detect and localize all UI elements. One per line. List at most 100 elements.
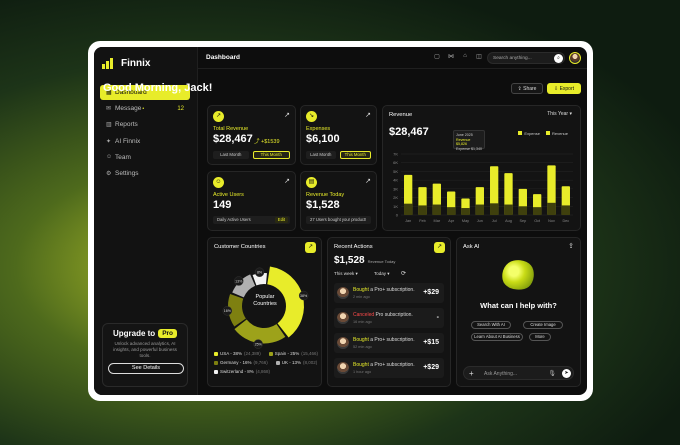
list-item[interactable]: Bought a Pro+ subscription. 1 hour ago +… xyxy=(334,358,444,378)
expense-bar xyxy=(447,207,456,215)
tab-this-month[interactable]: This Month xyxy=(252,151,290,159)
home-icon[interactable]: ⌂ xyxy=(463,53,467,59)
legend-expense: Expense xyxy=(518,131,540,136)
chip-create-image[interactable]: Create Image xyxy=(523,321,563,329)
mail-icon: ✉ xyxy=(106,106,112,113)
customer-countries-card: Customer Countries ↗ 38% 25% 16% 13% 8% Popu… xyxy=(207,237,322,387)
tab-last-month[interactable]: Last Month xyxy=(306,151,336,159)
ask-ai-title: Ask AI xyxy=(463,244,480,250)
avatar[interactable] xyxy=(569,52,581,64)
sidebar-item-settings[interactable]: ⚙ Settings xyxy=(100,166,190,181)
action-text: Bought a Pro+ subscription. xyxy=(353,362,415,368)
action-time: 2 min ago xyxy=(353,295,370,299)
sidebar-item-dashboard[interactable]: ▦ Dashboard xyxy=(100,85,190,100)
recent-actions-title: Recent Actions xyxy=(334,244,373,250)
kpi-value: $6,100 xyxy=(306,133,340,145)
notification-icon[interactable]: ◫ xyxy=(476,54,482,60)
avatar xyxy=(337,337,349,349)
list-item[interactable]: Bought a Pro+ subscription. 52 min ago +… xyxy=(334,333,444,353)
export-icon[interactable]: ⇪ xyxy=(568,243,574,250)
plus-icon[interactable]: + xyxy=(469,369,474,378)
strip-label: 27 Users bought your product! xyxy=(310,217,367,222)
share-icon[interactable]: ⋈ xyxy=(448,54,454,60)
sidebar-item-reports[interactable]: ▥ Reports xyxy=(100,117,190,132)
chip-learn-about-ai-business[interactable]: Learn About AI Business xyxy=(471,333,523,341)
revenue-bar-chart: 7K 6K 5K 4K 3K 2K 1K 0 Jan Feb Mar Apr May Jun Jul Aug S… xyxy=(393,152,573,223)
kpi-value: $28,467 xyxy=(213,133,253,145)
upgrade-description: Unlock advanced analytics, AI insights, … xyxy=(113,341,177,358)
expand-arrow-icon[interactable]: ↗ xyxy=(434,242,445,253)
slice-percent-label: 8% xyxy=(257,271,263,275)
expense-bar xyxy=(561,205,570,215)
chart-icon: ▥ xyxy=(106,122,112,129)
action-text: Bought a Pro+ subscription. xyxy=(353,287,415,293)
kpi-period-tabs: Last Month This Month xyxy=(213,151,290,159)
slice-percent-label: 16% xyxy=(224,309,232,313)
trend-down-icon: ↘ xyxy=(306,111,317,122)
expand-arrow-icon[interactable]: ↗ xyxy=(365,178,371,185)
expand-arrow-icon[interactable]: ↗ xyxy=(284,178,290,185)
period-select[interactable]: This Year ▾ xyxy=(547,111,572,117)
export-button[interactable]: ⇩ Export xyxy=(547,83,581,94)
tooltip-month: June 2025 xyxy=(456,133,473,137)
y-tick-label: 3K xyxy=(393,186,398,191)
sidebar-item-ai-finnix[interactable]: ✦ AI Finnix xyxy=(100,134,190,149)
x-tick-label: Jul xyxy=(492,219,497,223)
expand-arrow-icon[interactable]: ↗ xyxy=(365,112,371,119)
search-placeholder: Search anything... xyxy=(493,55,532,61)
tab-this-month[interactable]: This Month xyxy=(339,151,371,159)
legend-spain: Spain - 25% (15,466) xyxy=(268,351,318,356)
revenue-bar xyxy=(490,166,499,215)
total-revenue-card: ↗ ↗ Total Revenue $28,467 ⤴ +$1539 Last … xyxy=(207,105,296,165)
brand[interactable]: Finnix xyxy=(102,57,150,69)
tab-last-month[interactable]: Last Month xyxy=(213,151,249,159)
list-item[interactable]: Bought a Pro+ subscription. 2 min ago +$… xyxy=(334,283,444,303)
action-amount: +$15 xyxy=(423,339,439,346)
brand-name: Finnix xyxy=(121,57,151,69)
filter-today[interactable]: Today ▾ xyxy=(374,271,390,276)
slice-percent-label: 25% xyxy=(255,342,263,346)
kpi-label: Expenses xyxy=(306,126,331,132)
sidebar-item-team[interactable]: ☺ Team xyxy=(100,150,190,165)
top-bar: Dashboard xyxy=(198,47,587,69)
expenses-card: ↘ ↗ Expenses $6,100 Last Month This Mont… xyxy=(300,105,377,165)
search-icon[interactable]: ⌕ xyxy=(554,54,563,63)
revenue-chart-card: Revenue This Year ▾ $28,467 June 2025 Re… xyxy=(382,105,581,231)
action-amount: +$29 xyxy=(423,364,439,371)
expand-arrow-icon[interactable]: ↗ xyxy=(305,242,316,253)
mic-icon[interactable]: 🎙 xyxy=(548,371,556,377)
user-icon: ☺ xyxy=(213,177,224,188)
sidebar-item-message[interactable]: ✉ Message • 12 xyxy=(100,101,190,116)
sidebar-item-label: AI Finnix xyxy=(115,137,141,145)
calendar-icon: ▤ xyxy=(306,177,317,188)
filter-this-week[interactable]: This week ▾ xyxy=(334,271,358,276)
action-time: 52 min ago xyxy=(353,345,372,349)
refresh-icon[interactable]: ⟳ xyxy=(401,271,407,277)
slice-percent-label: 38% xyxy=(300,294,308,298)
gear-icon: ⚙ xyxy=(106,170,112,177)
search-input[interactable]: Search anything... ⌕ xyxy=(487,52,565,64)
folder-icon[interactable]: ▢ xyxy=(434,54,440,60)
share-button[interactable]: ⇪ Share xyxy=(511,83,543,94)
avatar xyxy=(337,362,349,374)
y-tick-label: 7K xyxy=(393,152,398,157)
top-icon-group: ▢ ⋈ ⌂ ◫ xyxy=(433,53,483,60)
action-text: Bought a Pro+ subscription. xyxy=(353,337,415,343)
app-window: Finnix ▦ Dashboard ✉ Message • 12 ▥ Repo… xyxy=(94,47,587,395)
see-details-button[interactable]: See Details xyxy=(108,362,184,374)
legend-usa: USA - 38% (24,389) xyxy=(214,351,261,356)
sidebar-nav: ▦ Dashboard ✉ Message • 12 ▥ Reports ✦ A… xyxy=(100,85,190,182)
chip-more[interactable]: More xyxy=(529,333,551,341)
list-item[interactable]: Canceled Pro subscription. 16 min ago - xyxy=(334,308,444,328)
upgrade-title: Upgrade to Pro xyxy=(108,329,182,338)
ask-input[interactable]: + Ask Anything... 🎙 ➤ xyxy=(463,366,574,380)
chip-search-with-ai[interactable]: Search With AI xyxy=(471,321,511,329)
message-count-badge: 12 xyxy=(177,105,184,112)
expense-bar xyxy=(547,202,556,215)
x-tick-label: May xyxy=(462,219,469,223)
recent-actions-card: Recent Actions ↗ $1,528 Revenue Today Th… xyxy=(327,237,451,387)
send-icon[interactable]: ➤ xyxy=(562,369,571,378)
edit-button[interactable]: Edit xyxy=(274,217,288,223)
expand-arrow-icon[interactable]: ↗ xyxy=(284,112,290,119)
countries-legend-row-3: Switzerland - 8% (4,868) xyxy=(214,369,270,374)
